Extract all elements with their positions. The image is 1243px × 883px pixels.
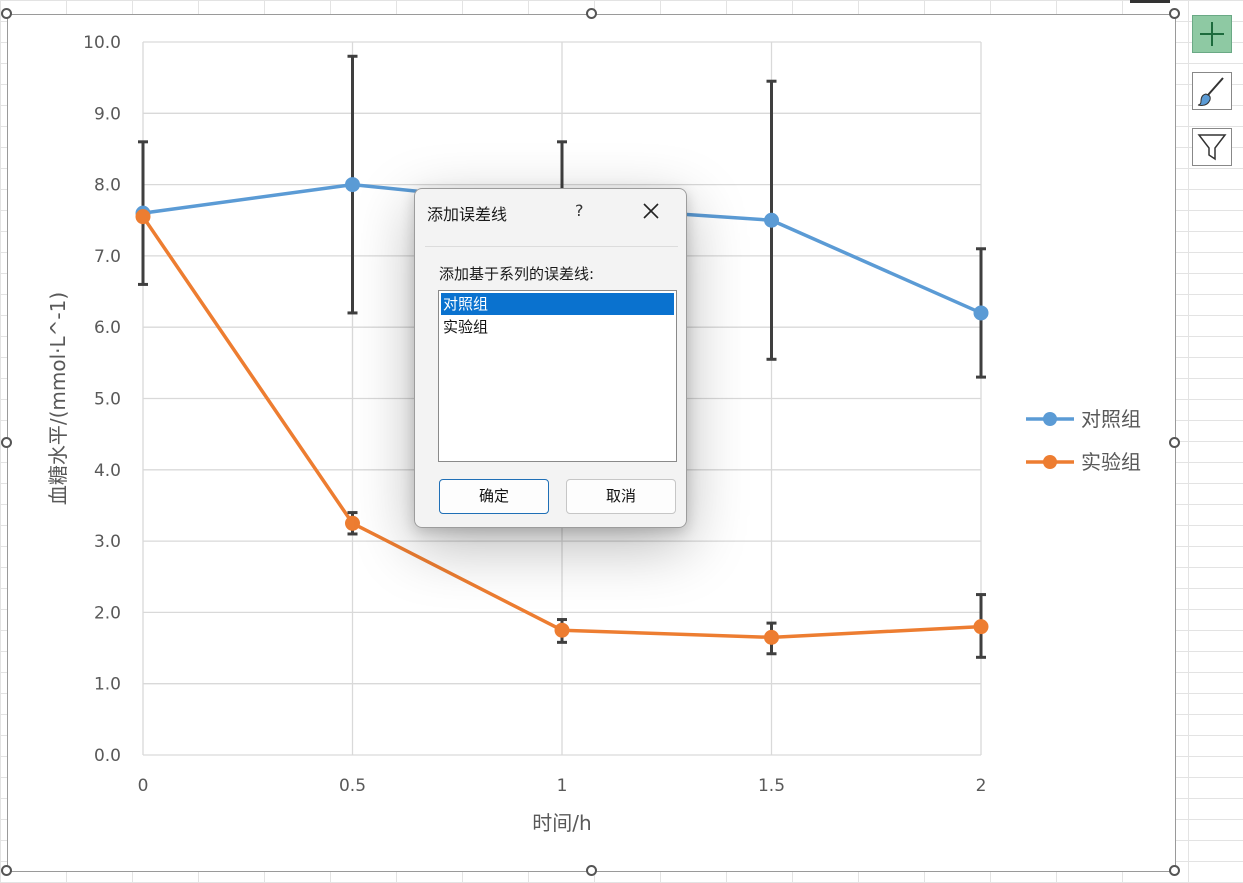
data-point [973,305,989,321]
x-axis-label: 时间/h [532,811,591,835]
data-point [345,515,360,531]
y-tick-label: 7.0 [94,247,121,267]
legend-marker [1043,412,1057,426]
data-point [135,209,151,225]
y-tick-label: 1.0 [94,675,121,695]
brush-icon [1197,77,1224,106]
title-divider [425,246,678,247]
chart-styles-button[interactable] [1192,72,1232,110]
data-point [554,622,570,638]
series-option-experiment[interactable]: 实验组 [443,318,489,336]
y-tick-label: 10.0 [83,33,121,53]
series-option-control[interactable]: 对照组 [441,293,674,315]
legend-label: 实验组 [1081,450,1141,474]
y-tick-label: 4.0 [94,461,121,481]
resize-handle-top-right[interactable] [1169,8,1180,19]
resize-handle-bottom-middle[interactable] [586,865,597,876]
y-tick-label: 5.0 [94,390,121,410]
legend-label: 对照组 [1081,407,1141,431]
data-point [345,177,360,193]
chart-area[interactable]: 0.0 1.0 2.0 3.0 4.0 5.0 6.0 7.0 8.0 9.0 10.0 0 0.5 1 1… [1,8,1180,876]
cancel-button[interactable]: 取消 [566,479,676,514]
y-tick-label: 2.0 [94,603,121,623]
line-chart: 0.0 1.0 2.0 3.0 4.0 5.0 6.0 7.0 8.0 9.0 10.0 0 0.5 1 1… [46,33,1141,835]
y-tick-label: 0.0 [94,746,121,766]
resize-handle-bottom-right[interactable] [1169,865,1180,876]
resize-handle-top-left[interactable] [1,8,12,19]
close-button[interactable] [639,199,663,223]
chart-elements-button[interactable] [1192,15,1232,53]
x-tick-label: 1 [557,776,568,796]
resize-handle-middle-left[interactable] [1,437,12,448]
close-icon [643,203,659,219]
data-point [764,629,779,645]
y-tick-label: 9.0 [94,104,121,124]
chart-filters-button[interactable] [1192,128,1232,166]
x-tick-label: 1.5 [758,776,785,796]
series-listbox[interactable]: 对照组 实验组 [438,290,677,462]
dialog-title: 添加误差线 [427,205,508,224]
data-point [764,212,779,228]
legend-marker [1043,455,1057,469]
y-axis-label: 血糖水平/(mmol·L^-1) [46,292,70,505]
plus-icon [1200,22,1224,46]
series-prompt: 添加基于系列的误差线: [439,265,595,283]
y-tick-label: 8.0 [94,176,121,196]
add-error-bars-dialog: 添加误差线 ? 添加基于系列的误差线: 对照组 实验组 确定 取消 [414,188,687,528]
help-button[interactable]: ? [575,201,584,220]
y-tick-label: 6.0 [94,318,121,338]
data-point [973,619,989,635]
ok-button[interactable]: 确定 [439,479,549,514]
y-tick-label: 3.0 [94,532,121,552]
cell-border-mark [1130,0,1170,3]
resize-handle-top-middle[interactable] [586,8,597,19]
resize-handle-bottom-left[interactable] [1,865,12,876]
x-tick-label: 2 [976,776,987,796]
funnel-icon [1197,134,1227,161]
x-tick-label: 0 [138,776,149,796]
x-tick-label: 0.5 [339,776,366,796]
resize-handle-middle-right[interactable] [1169,437,1180,448]
